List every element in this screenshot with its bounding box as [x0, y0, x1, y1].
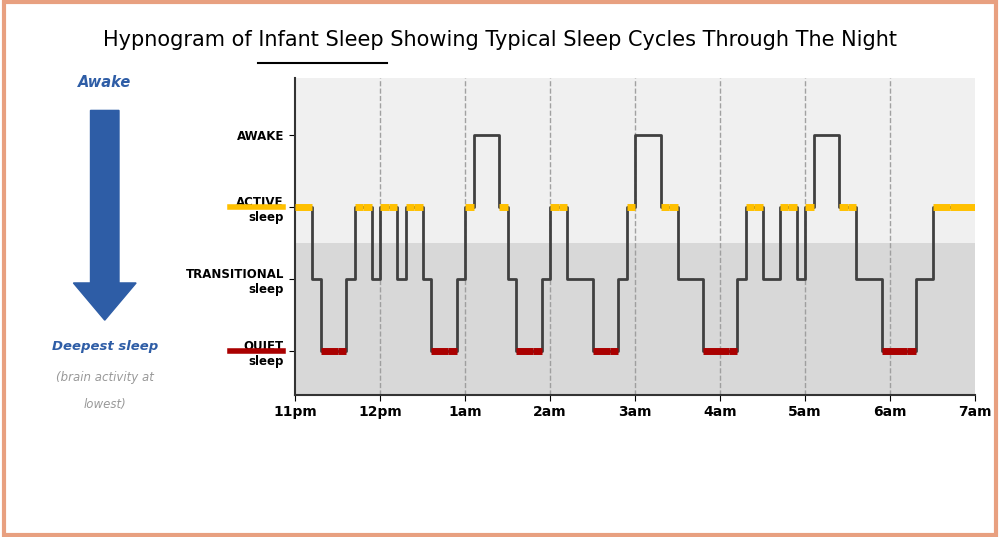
Text: (brain activity at: (brain activity at: [56, 371, 154, 384]
Text: lowest): lowest): [83, 398, 126, 411]
Text: And 50% QUIET sleep: And 50% QUIET sleep: [543, 480, 727, 495]
Bar: [295, 243, 975, 395]
Text: Awake: Awake: [78, 75, 131, 90]
FancyArrow shape: [73, 111, 136, 320]
Text: Deepest sleep: Deepest sleep: [52, 340, 158, 353]
Text: Roughly 50% ACTIVE sleep: Roughly 50% ACTIVE sleep: [521, 437, 749, 452]
Text: Hypnogram of Infant Sleep Showing Typical Sleep Cycles Through The Night: Hypnogram of Infant Sleep Showing Typica…: [103, 30, 897, 49]
